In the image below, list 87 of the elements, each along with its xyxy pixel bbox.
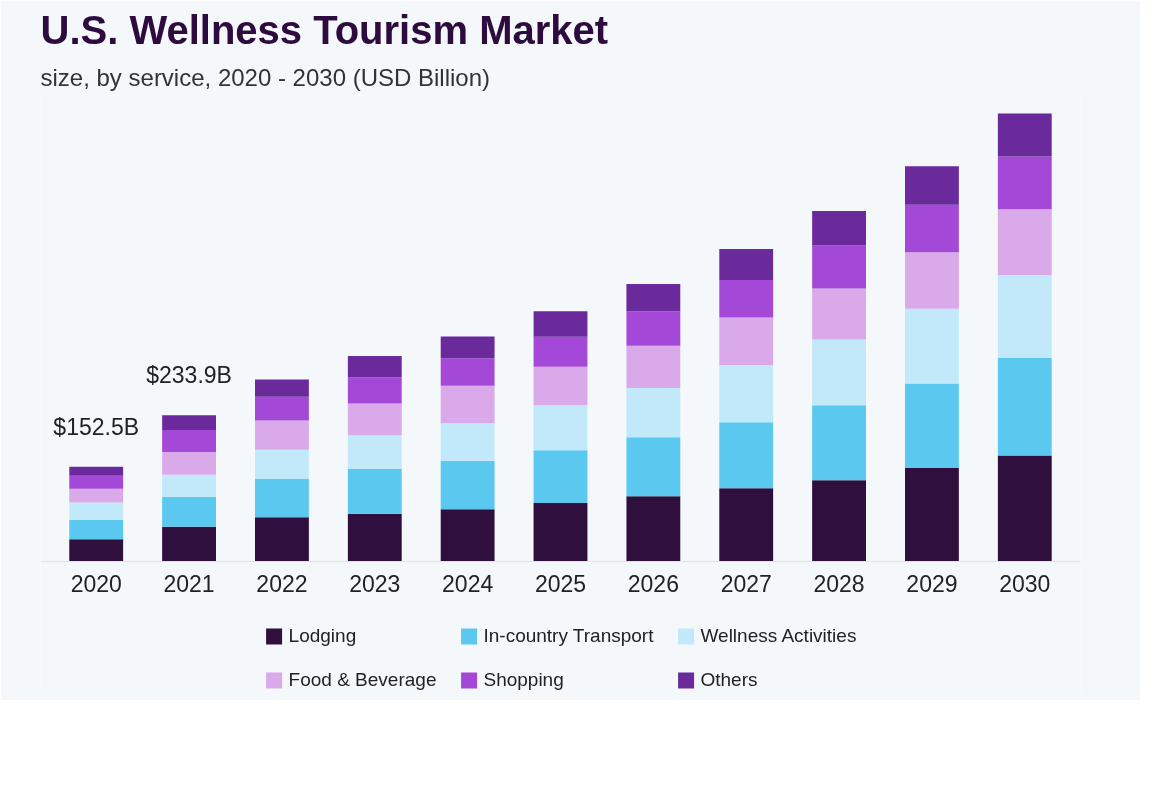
bar xyxy=(255,379,309,397)
bar xyxy=(626,311,681,346)
bar xyxy=(905,468,959,562)
bar xyxy=(255,420,309,450)
bar xyxy=(719,279,774,318)
legend-label: Food & Beverage xyxy=(288,669,437,691)
x-tick-label: 2024 xyxy=(442,571,494,598)
bar xyxy=(905,383,959,469)
x-tick-label: 2028 xyxy=(813,571,865,598)
bar xyxy=(719,249,774,280)
bar xyxy=(440,336,495,359)
legend-label: Wellness Activities xyxy=(700,625,857,647)
bar xyxy=(812,339,866,406)
bar xyxy=(905,308,959,384)
x-tick-label: 2020 xyxy=(70,571,122,598)
legend-label: Shopping xyxy=(483,669,564,691)
bar xyxy=(997,156,1052,210)
x-tick-label: 2021 xyxy=(163,571,215,598)
chart-title: U.S. Wellness Tourism Market xyxy=(40,7,609,52)
bar xyxy=(255,517,309,562)
bar xyxy=(347,356,402,378)
bar xyxy=(347,513,402,562)
bar xyxy=(812,211,866,246)
bar xyxy=(997,455,1052,562)
bar xyxy=(347,377,402,404)
bar xyxy=(162,429,216,452)
chart-subtitle: size, by service, 2020 - 2030 (USD Billion) xyxy=(40,63,491,91)
bar xyxy=(533,405,588,451)
x-tick-label: 2022 xyxy=(256,571,308,598)
bar xyxy=(69,488,124,503)
bar xyxy=(533,450,588,503)
bar xyxy=(626,284,681,312)
legend-label: In-country Transport xyxy=(483,625,654,647)
bar xyxy=(69,466,124,476)
legend-label: Lodging xyxy=(288,625,357,647)
bar xyxy=(440,509,495,562)
bar xyxy=(719,422,774,489)
bar xyxy=(69,475,124,489)
bar xyxy=(162,474,216,497)
bar xyxy=(905,252,959,309)
bar xyxy=(162,496,216,527)
bar xyxy=(533,366,588,406)
annotation: $152.5B xyxy=(53,413,140,440)
bar xyxy=(719,365,774,423)
bar xyxy=(440,423,495,461)
bar xyxy=(812,245,866,289)
bar xyxy=(533,336,588,367)
bar xyxy=(812,480,866,562)
bar xyxy=(162,526,216,562)
annotation: $233.9B xyxy=(146,362,232,389)
x-tick-label: 2025 xyxy=(534,571,587,598)
bar xyxy=(905,166,959,205)
bar xyxy=(626,437,681,497)
bar xyxy=(626,387,681,438)
x-tick-label: 2026 xyxy=(627,571,679,598)
bar xyxy=(626,345,681,388)
bar xyxy=(997,209,1052,276)
bar xyxy=(997,357,1052,456)
bar xyxy=(719,488,774,562)
x-tick-label: 2023 xyxy=(349,571,401,598)
bar xyxy=(719,317,774,366)
bar xyxy=(255,449,309,479)
bar xyxy=(69,539,124,562)
bar xyxy=(347,435,402,469)
bar xyxy=(69,519,124,540)
bar xyxy=(255,478,309,518)
x-tick-label: 2027 xyxy=(720,571,772,598)
bar xyxy=(162,451,216,475)
bar xyxy=(533,502,588,562)
legend-label: Others xyxy=(700,669,758,691)
bar xyxy=(347,403,402,436)
bar xyxy=(255,396,309,421)
x-tick-label: 2029 xyxy=(906,571,958,598)
bar xyxy=(440,358,495,386)
bar xyxy=(997,275,1052,358)
bar xyxy=(812,288,866,340)
bar xyxy=(440,385,495,424)
x-tick-label: 2030 xyxy=(999,571,1051,598)
bar xyxy=(162,415,216,430)
bar xyxy=(347,468,402,514)
bar xyxy=(812,405,866,481)
bar xyxy=(533,311,588,337)
bar xyxy=(905,204,959,253)
bar xyxy=(997,113,1052,157)
bar xyxy=(440,460,495,510)
bar xyxy=(626,496,681,562)
bar xyxy=(69,502,124,520)
